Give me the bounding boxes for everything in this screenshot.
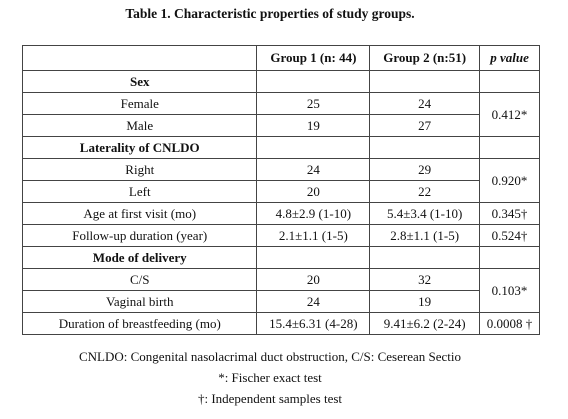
- cell: 24: [256, 290, 371, 313]
- footnotes: CNLDO: Congenital nasolacrimal duct obst…: [0, 346, 540, 409]
- p-value: 0.920*: [479, 158, 540, 203]
- row-label: Right: [21, 158, 258, 181]
- cell: 5.4±3.4 (1-10): [369, 202, 481, 225]
- cell: 20: [256, 268, 371, 291]
- cell: 25: [256, 92, 371, 115]
- p-value: 0.103*: [479, 268, 540, 313]
- cell: 4.8±2.9 (1-10): [256, 202, 371, 225]
- row-label: Male: [21, 114, 258, 137]
- cell: 24: [256, 158, 371, 181]
- p-value: 0.412*: [479, 92, 540, 137]
- table: Group 1 (n: 44) Group 2 (n:51) p value S…: [21, 45, 540, 335]
- row-label: Age at first visit (mo): [21, 202, 258, 225]
- cell: 22: [369, 180, 481, 203]
- footnote: *: Fischer exact test: [218, 370, 322, 385]
- header-cell: [21, 45, 258, 71]
- cell: 20: [256, 180, 371, 203]
- row-label: Left: [21, 180, 258, 203]
- footnote: †: Independent samples test: [197, 391, 343, 406]
- row-label: Duration of breastfeeding (mo): [21, 312, 258, 335]
- header-cell: Group 2 (n:51): [369, 45, 481, 71]
- cell: 24: [369, 92, 481, 115]
- footnote: CNLDO: Congenital nasolacrimal duct obst…: [79, 349, 461, 364]
- cell: 19: [369, 290, 481, 313]
- row-label: Female: [21, 92, 258, 115]
- cell: 29: [369, 158, 481, 181]
- section-label: Mode of delivery: [21, 246, 258, 269]
- cell: 19: [256, 114, 371, 137]
- cell: 2.8±1.1 (1-5): [369, 224, 481, 247]
- cell: 2.1±1.1 (1-5): [256, 224, 371, 247]
- cell: 9.41±6.2 (2-24): [369, 312, 481, 335]
- row-label: Follow-up duration (year): [21, 224, 258, 247]
- section-label: Sex: [21, 70, 258, 93]
- header-row: Group 1 (n: 44) Group 2 (n:51) p value: [21, 45, 540, 71]
- cell: 32: [369, 268, 481, 291]
- cell: 27: [369, 114, 481, 137]
- p-value: 0.524†: [479, 224, 540, 247]
- cell: 15.4±6.31 (4-28): [256, 312, 371, 335]
- p-value: 0.345†: [479, 202, 540, 225]
- row-label: C/S: [21, 268, 258, 291]
- section-label: Laterality of CNLDO: [21, 136, 258, 159]
- header-cell: Group 1 (n: 44): [256, 45, 371, 71]
- header-cell: p value: [479, 45, 540, 71]
- row-label: Vaginal birth: [21, 290, 258, 313]
- p-value: 0.0008 †: [479, 312, 540, 335]
- table-title: Table 1. Characteristic properties of st…: [125, 6, 415, 21]
